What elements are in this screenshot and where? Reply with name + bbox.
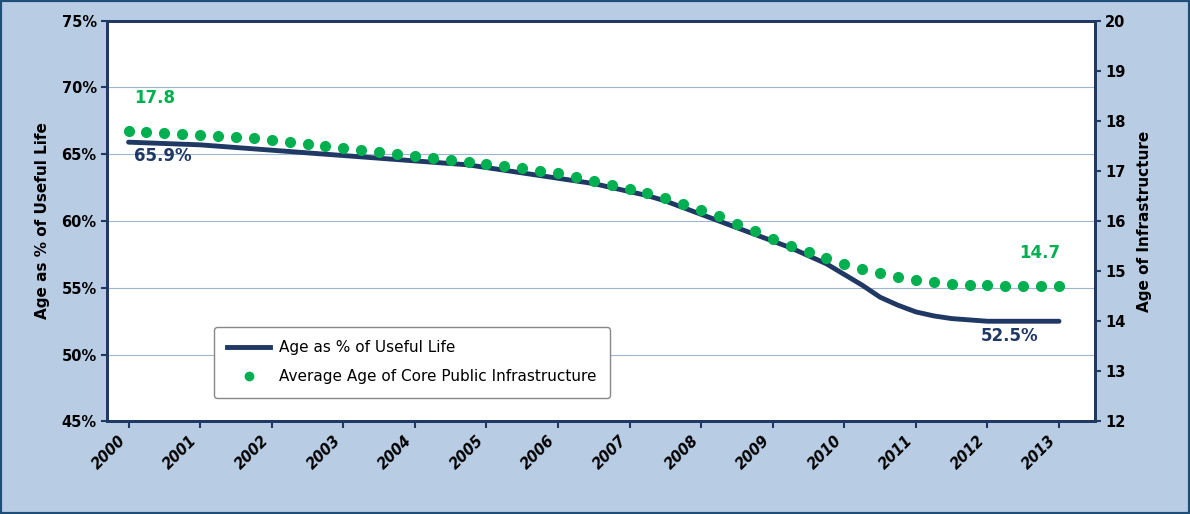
Y-axis label: Age as % of Useful Life: Age as % of Useful Life (36, 122, 50, 320)
Average Age of Core Public Infrastructure (837, 261, 851, 267)
Age as % of Useful Life (837, 271, 851, 278)
Average Age of Core Public Infrastructure (1052, 283, 1066, 289)
Age as % of Useful Life (372, 155, 387, 161)
Y-axis label: Age of Infrastructure: Age of Infrastructure (1136, 131, 1152, 311)
Age as % of Useful Life (676, 205, 690, 211)
Age as % of Useful Life (1052, 318, 1066, 324)
Age as % of Useful Life (121, 139, 136, 145)
Age as % of Useful Life (945, 316, 959, 322)
Average Age of Core Public Infrastructure (712, 213, 726, 219)
Average Age of Core Public Infrastructure (121, 127, 136, 134)
Line: Average Age of Core Public Infrastructure: Average Age of Core Public Infrastructur… (124, 126, 1064, 291)
Average Age of Core Public Infrastructure (658, 195, 672, 201)
Text: 14.7: 14.7 (1020, 245, 1060, 263)
Age as % of Useful Life (658, 198, 672, 204)
Line: Age as % of Useful Life: Age as % of Useful Life (129, 142, 1059, 321)
Average Age of Core Public Infrastructure (676, 201, 690, 207)
Text: 17.8: 17.8 (134, 89, 175, 107)
Text: 52.5%: 52.5% (981, 327, 1038, 345)
Text: 65.9%: 65.9% (134, 147, 192, 165)
Average Age of Core Public Infrastructure (945, 281, 959, 287)
Age as % of Useful Life (981, 318, 995, 324)
Average Age of Core Public Infrastructure (372, 149, 387, 155)
Age as % of Useful Life (712, 218, 726, 224)
Legend: Age as % of Useful Life, Average Age of Core Public Infrastructure: Age as % of Useful Life, Average Age of … (213, 326, 610, 398)
